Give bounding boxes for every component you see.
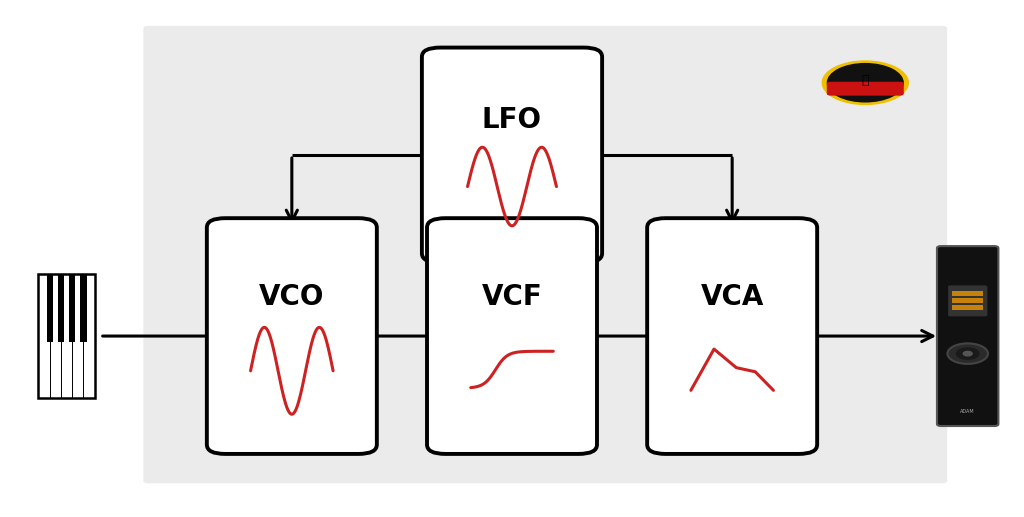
- Text: ADAM: ADAM: [961, 409, 975, 414]
- Circle shape: [947, 343, 988, 364]
- FancyBboxPatch shape: [80, 274, 87, 342]
- FancyBboxPatch shape: [952, 298, 983, 303]
- FancyBboxPatch shape: [57, 274, 65, 342]
- FancyBboxPatch shape: [952, 306, 983, 310]
- FancyBboxPatch shape: [948, 286, 987, 316]
- FancyBboxPatch shape: [937, 246, 998, 426]
- FancyBboxPatch shape: [427, 218, 597, 454]
- Circle shape: [827, 64, 903, 102]
- FancyBboxPatch shape: [69, 274, 76, 342]
- Text: VCO: VCO: [259, 283, 325, 311]
- Text: 🎙: 🎙: [861, 73, 869, 87]
- Circle shape: [964, 352, 972, 356]
- FancyBboxPatch shape: [647, 218, 817, 454]
- FancyBboxPatch shape: [952, 292, 983, 296]
- FancyBboxPatch shape: [46, 274, 53, 342]
- FancyBboxPatch shape: [143, 26, 947, 483]
- Circle shape: [956, 348, 979, 359]
- Circle shape: [822, 61, 908, 104]
- FancyBboxPatch shape: [826, 82, 904, 96]
- Text: VCF: VCF: [481, 283, 543, 311]
- FancyBboxPatch shape: [39, 274, 94, 398]
- FancyBboxPatch shape: [422, 48, 602, 263]
- Text: VCA: VCA: [700, 283, 764, 311]
- Text: LFO: LFO: [482, 106, 542, 134]
- FancyBboxPatch shape: [207, 218, 377, 454]
